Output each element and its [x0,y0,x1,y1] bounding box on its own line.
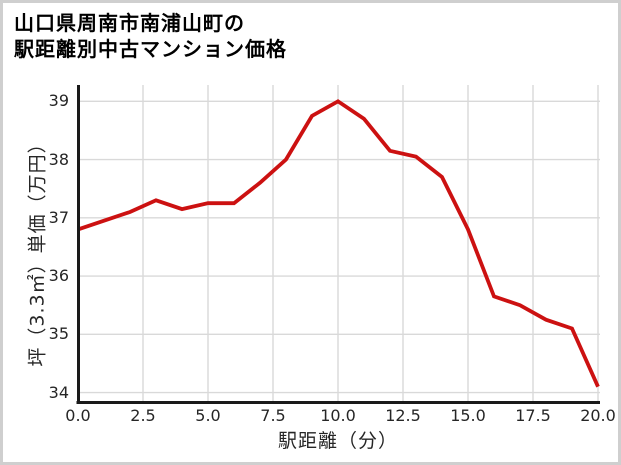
x-axis-label: 駅距離（分） [277,430,398,452]
price-line-series [77,99,600,388]
y-tick-label: 38 [48,149,69,169]
chart-title-line2: 駅距離別中古マンション価格 [14,37,287,61]
x-tick-label: 17.5 [515,406,551,425]
y-tick-label: 35 [48,324,69,344]
x-tick-label: 12.5 [385,406,421,425]
x-tick-label: 7.5 [260,406,286,425]
y-tick-label: 34 [48,382,69,402]
chart-title: 山口県周南市南浦山町の 駅距離別中古マンション価格 [14,10,287,62]
x-tick-label: 10.0 [320,406,356,425]
y-tick-label: 37 [48,207,69,227]
x-tick-label: 0.0 [65,406,91,425]
y-tick-label: 39 [48,91,69,111]
chart-title-line1: 山口県周南市南浦山町の [14,11,245,35]
y-tick-label: 36 [48,266,69,286]
x-tick-label: 5.0 [195,406,221,425]
y-axis-label: 坪（3.3㎡）単価（万円） [26,133,49,367]
x-tick-label: 15.0 [450,406,486,425]
line-plot-area [76,85,600,404]
x-tick-label: 2.5 [130,406,156,425]
x-tick-label: 20.0 [580,406,616,425]
